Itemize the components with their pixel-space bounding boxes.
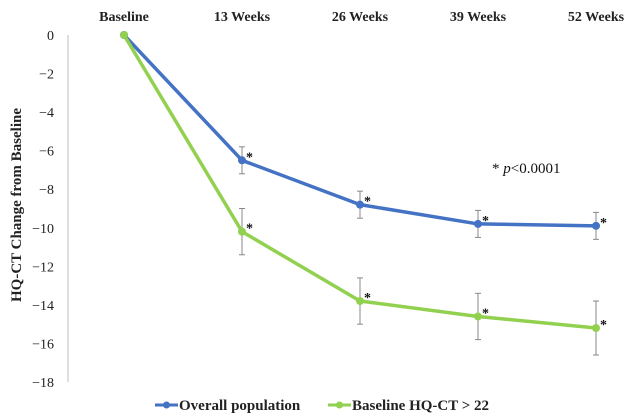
y-tick-label: −18 bbox=[32, 376, 54, 391]
significance-star: * bbox=[482, 214, 489, 229]
data-point bbox=[356, 200, 364, 209]
y-tick-label: −12 bbox=[32, 260, 54, 275]
y-tick-labels: 0 −2 −4 −6 −8 −10 −12 −14 −16 −18 bbox=[32, 29, 54, 391]
y-tick-label: −4 bbox=[39, 106, 54, 121]
significance-star: * bbox=[600, 216, 607, 231]
legend-label-baseline-hqct: Baseline HQ-CT > 22 bbox=[352, 398, 489, 414]
x-category-label: Baseline bbox=[99, 10, 149, 25]
significance-star: * bbox=[600, 318, 607, 333]
x-category-label: 39 Weeks bbox=[450, 10, 507, 25]
significance-star: * bbox=[364, 291, 371, 306]
y-tick-label: −16 bbox=[32, 337, 54, 352]
y-tick-label: −10 bbox=[32, 222, 54, 237]
legend-label-overall: Overall population bbox=[179, 398, 301, 414]
annotation-prefix: * bbox=[492, 161, 503, 177]
y-tick-label: −6 bbox=[39, 145, 54, 160]
legend-item-overall: Overall population bbox=[155, 398, 301, 414]
significance-star: * bbox=[246, 222, 253, 237]
x-category-label: 26 Weeks bbox=[332, 10, 389, 25]
significance-star: * bbox=[246, 150, 253, 165]
x-category-label: 13 Weeks bbox=[214, 10, 271, 25]
significance-star: * bbox=[364, 195, 371, 210]
annotation-suffix: <0.0001 bbox=[511, 161, 561, 177]
significance-annotation: * p<0.0001 bbox=[492, 161, 560, 177]
data-points bbox=[120, 31, 600, 333]
data-point bbox=[592, 324, 600, 333]
y-tick-label: −8 bbox=[39, 183, 54, 198]
annotation-italic: p bbox=[502, 161, 511, 177]
significance-star: * bbox=[482, 306, 489, 321]
data-point bbox=[238, 227, 246, 236]
legend-marker-baseline-hqct bbox=[336, 401, 343, 409]
data-point bbox=[356, 297, 364, 306]
x-category-labels: Baseline 13 Weeks 26 Weeks 39 Weeks 52 Weeks bbox=[99, 10, 625, 25]
data-point bbox=[120, 31, 128, 39]
y-axis-title: HQ-CT Change from Baseline bbox=[9, 108, 25, 302]
data-point bbox=[474, 219, 482, 228]
significance-markers: * * * * * * * * bbox=[246, 150, 607, 333]
legend-item-baseline-hqct: Baseline HQ-CT > 22 bbox=[328, 398, 489, 414]
y-tick-label: −14 bbox=[32, 299, 54, 314]
data-point bbox=[238, 156, 246, 165]
x-category-label: 52 Weeks bbox=[568, 10, 625, 25]
y-tick-label: −2 bbox=[39, 68, 54, 83]
data-point bbox=[474, 312, 482, 321]
legend: Overall population Baseline HQ-CT > 22 bbox=[155, 398, 489, 414]
legend-marker-overall bbox=[163, 401, 170, 409]
y-tick-label: 0 bbox=[47, 29, 54, 44]
data-point bbox=[592, 221, 600, 230]
